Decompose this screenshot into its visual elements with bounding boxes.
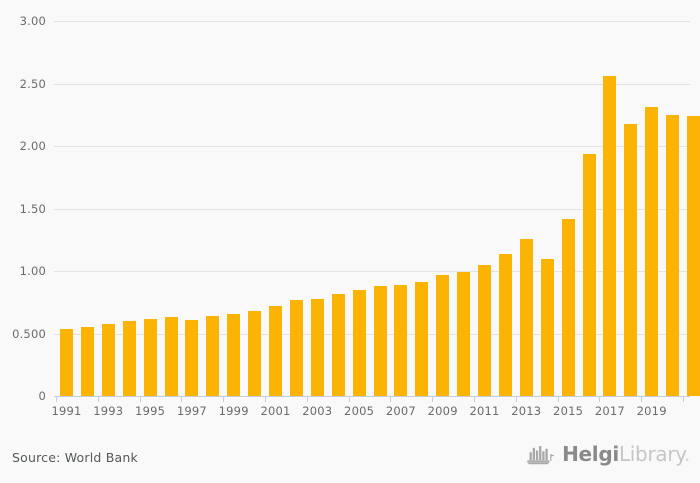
x-axis-tick-label: 1999: [218, 404, 249, 418]
x-axis-tick-label: 2019: [636, 404, 667, 418]
plot-area: 0 0.500 1.00 1.50 2.00 2.50 3.00 1991 1993 1995 1…: [12, 14, 700, 418]
x-axis-tick-label: 2007: [385, 404, 416, 418]
bar[interactable]: [394, 284, 408, 396]
bar[interactable]: [478, 264, 491, 396]
x-axis-tick-label: 2001: [260, 404, 291, 418]
bar[interactable]: [269, 306, 282, 396]
bar[interactable]: [310, 298, 324, 396]
x-axis-tick: [139, 396, 141, 402]
x-axis-tick-label: 2015: [553, 404, 584, 418]
bar[interactable]: [227, 313, 241, 396]
logo-brand-primary: Helgi: [562, 442, 619, 466]
gridline: [54, 208, 690, 210]
bar[interactable]: [687, 116, 700, 396]
bar[interactable]: [624, 123, 638, 396]
y-axis-tick-label: 0.500: [12, 326, 46, 341]
bar[interactable]: [645, 107, 659, 396]
bar[interactable]: [143, 318, 157, 396]
gridline: [54, 333, 690, 335]
bar[interactable]: [101, 323, 115, 396]
x-axis-tick: [181, 396, 183, 402]
x-axis-tick-label: 2013: [511, 404, 542, 418]
x-axis-tick-label: 1991: [51, 404, 82, 418]
logo-brand-secondary: Library: [618, 442, 684, 466]
x-axis-tick: [599, 396, 601, 402]
x-axis-tick: [97, 396, 99, 402]
x-axis-tick-label: 2017: [594, 404, 625, 418]
bar[interactable]: [582, 153, 596, 396]
bar[interactable]: [666, 114, 680, 396]
x-axis-tick: [265, 396, 266, 402]
x-axis-tick: [641, 396, 643, 402]
y-axis-tick-label: 3.00: [19, 14, 46, 28]
x-axis-tick: [223, 396, 225, 402]
bar[interactable]: [352, 289, 366, 396]
bar[interactable]: [540, 258, 554, 396]
bar[interactable]: [457, 272, 471, 396]
bar[interactable]: [519, 238, 533, 396]
x-axis-tick: [557, 396, 559, 402]
gridline: [54, 271, 690, 272]
gridline: [54, 83, 690, 85]
logo-brand-suffix: .: [683, 442, 690, 466]
x-axis-line: [54, 396, 690, 397]
x-axis-tick: [432, 396, 434, 402]
bar[interactable]: [415, 282, 429, 396]
x-axis-tick: [474, 396, 475, 402]
source-label: Source: World Bank: [12, 450, 138, 465]
y-axis-tick-label: 2.00: [19, 139, 46, 153]
logo-wordmark: HelgiLibrary.: [562, 442, 690, 466]
bar[interactable]: [164, 317, 178, 396]
y-axis-tick-label: 2.50: [19, 76, 46, 91]
x-axis-tick: [306, 396, 308, 402]
bar[interactable]: [603, 76, 617, 396]
y-axis-tick-label: 0: [38, 389, 46, 403]
bar[interactable]: [561, 218, 575, 396]
helgi-library-logo[interactable]: HelgiLibrary.: [526, 442, 690, 466]
x-axis-tick-label: 1997: [176, 404, 207, 418]
bar[interactable]: [122, 321, 136, 396]
x-axis-tick-label: 2005: [344, 404, 375, 418]
bar[interactable]: [331, 293, 345, 396]
bar[interactable]: [248, 311, 262, 396]
gridline: [54, 146, 690, 147]
library-building-icon: [526, 443, 556, 465]
bar[interactable]: [373, 286, 387, 396]
y-axis-tick-label: 1.50: [19, 201, 46, 216]
x-axis-tick-label: 2003: [302, 404, 333, 418]
x-axis-tick-label: 2009: [427, 404, 458, 418]
bar[interactable]: [289, 299, 303, 396]
x-axis-tick: [515, 396, 517, 402]
x-axis-tick-label: 2011: [469, 404, 500, 418]
x-axis-tick: [683, 396, 684, 402]
bar[interactable]: [206, 316, 220, 396]
y-axis-tick-label: 1.00: [19, 264, 46, 278]
x-axis-tick: [56, 396, 57, 402]
x-axis-tick: [390, 396, 392, 402]
x-axis-tick: [348, 396, 350, 402]
gridline: [54, 21, 690, 22]
bar[interactable]: [436, 274, 450, 396]
bar[interactable]: [185, 319, 199, 396]
bar[interactable]: [60, 328, 73, 396]
bar[interactable]: [80, 327, 94, 396]
bar[interactable]: [498, 253, 512, 396]
x-axis-tick-label: 1995: [135, 404, 166, 418]
x-axis-tick-label: 1993: [93, 404, 124, 418]
